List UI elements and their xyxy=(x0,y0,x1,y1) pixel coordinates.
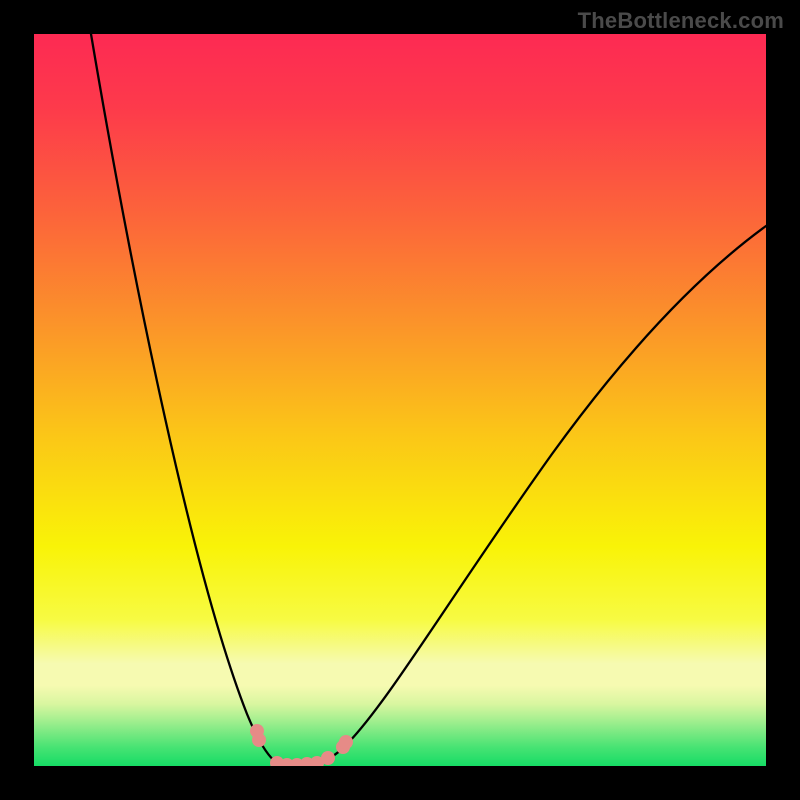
watermark-text: TheBottleneck.com xyxy=(578,8,784,34)
chart-frame: TheBottleneck.com xyxy=(0,0,800,800)
data-point-marker xyxy=(321,751,335,765)
data-point-marker xyxy=(339,735,353,749)
curve-layer xyxy=(34,34,766,766)
plot-area xyxy=(34,34,766,766)
left-curve xyxy=(91,34,295,765)
data-point-marker xyxy=(252,733,266,747)
right-curve xyxy=(295,226,766,765)
